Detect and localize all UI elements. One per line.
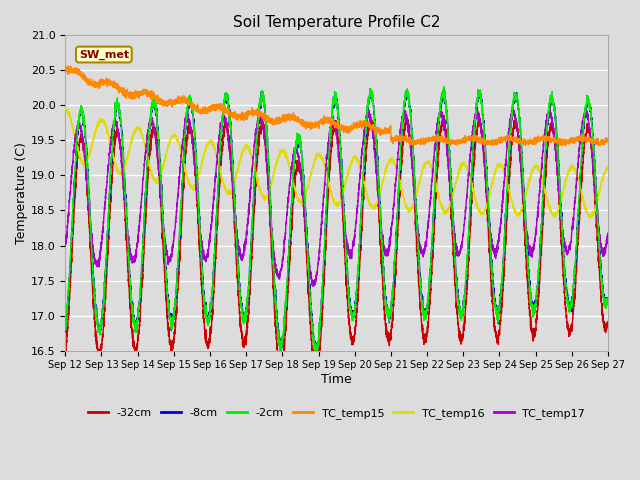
Legend: -32cm, -8cm, -2cm, TC_temp15, TC_temp16, TC_temp17: -32cm, -8cm, -2cm, TC_temp15, TC_temp16,… [84,404,589,423]
Y-axis label: Temperature (C): Temperature (C) [15,142,28,244]
Title: Soil Temperature Profile C2: Soil Temperature Profile C2 [233,15,440,30]
Text: SW_met: SW_met [79,49,129,60]
X-axis label: Time: Time [321,373,352,386]
